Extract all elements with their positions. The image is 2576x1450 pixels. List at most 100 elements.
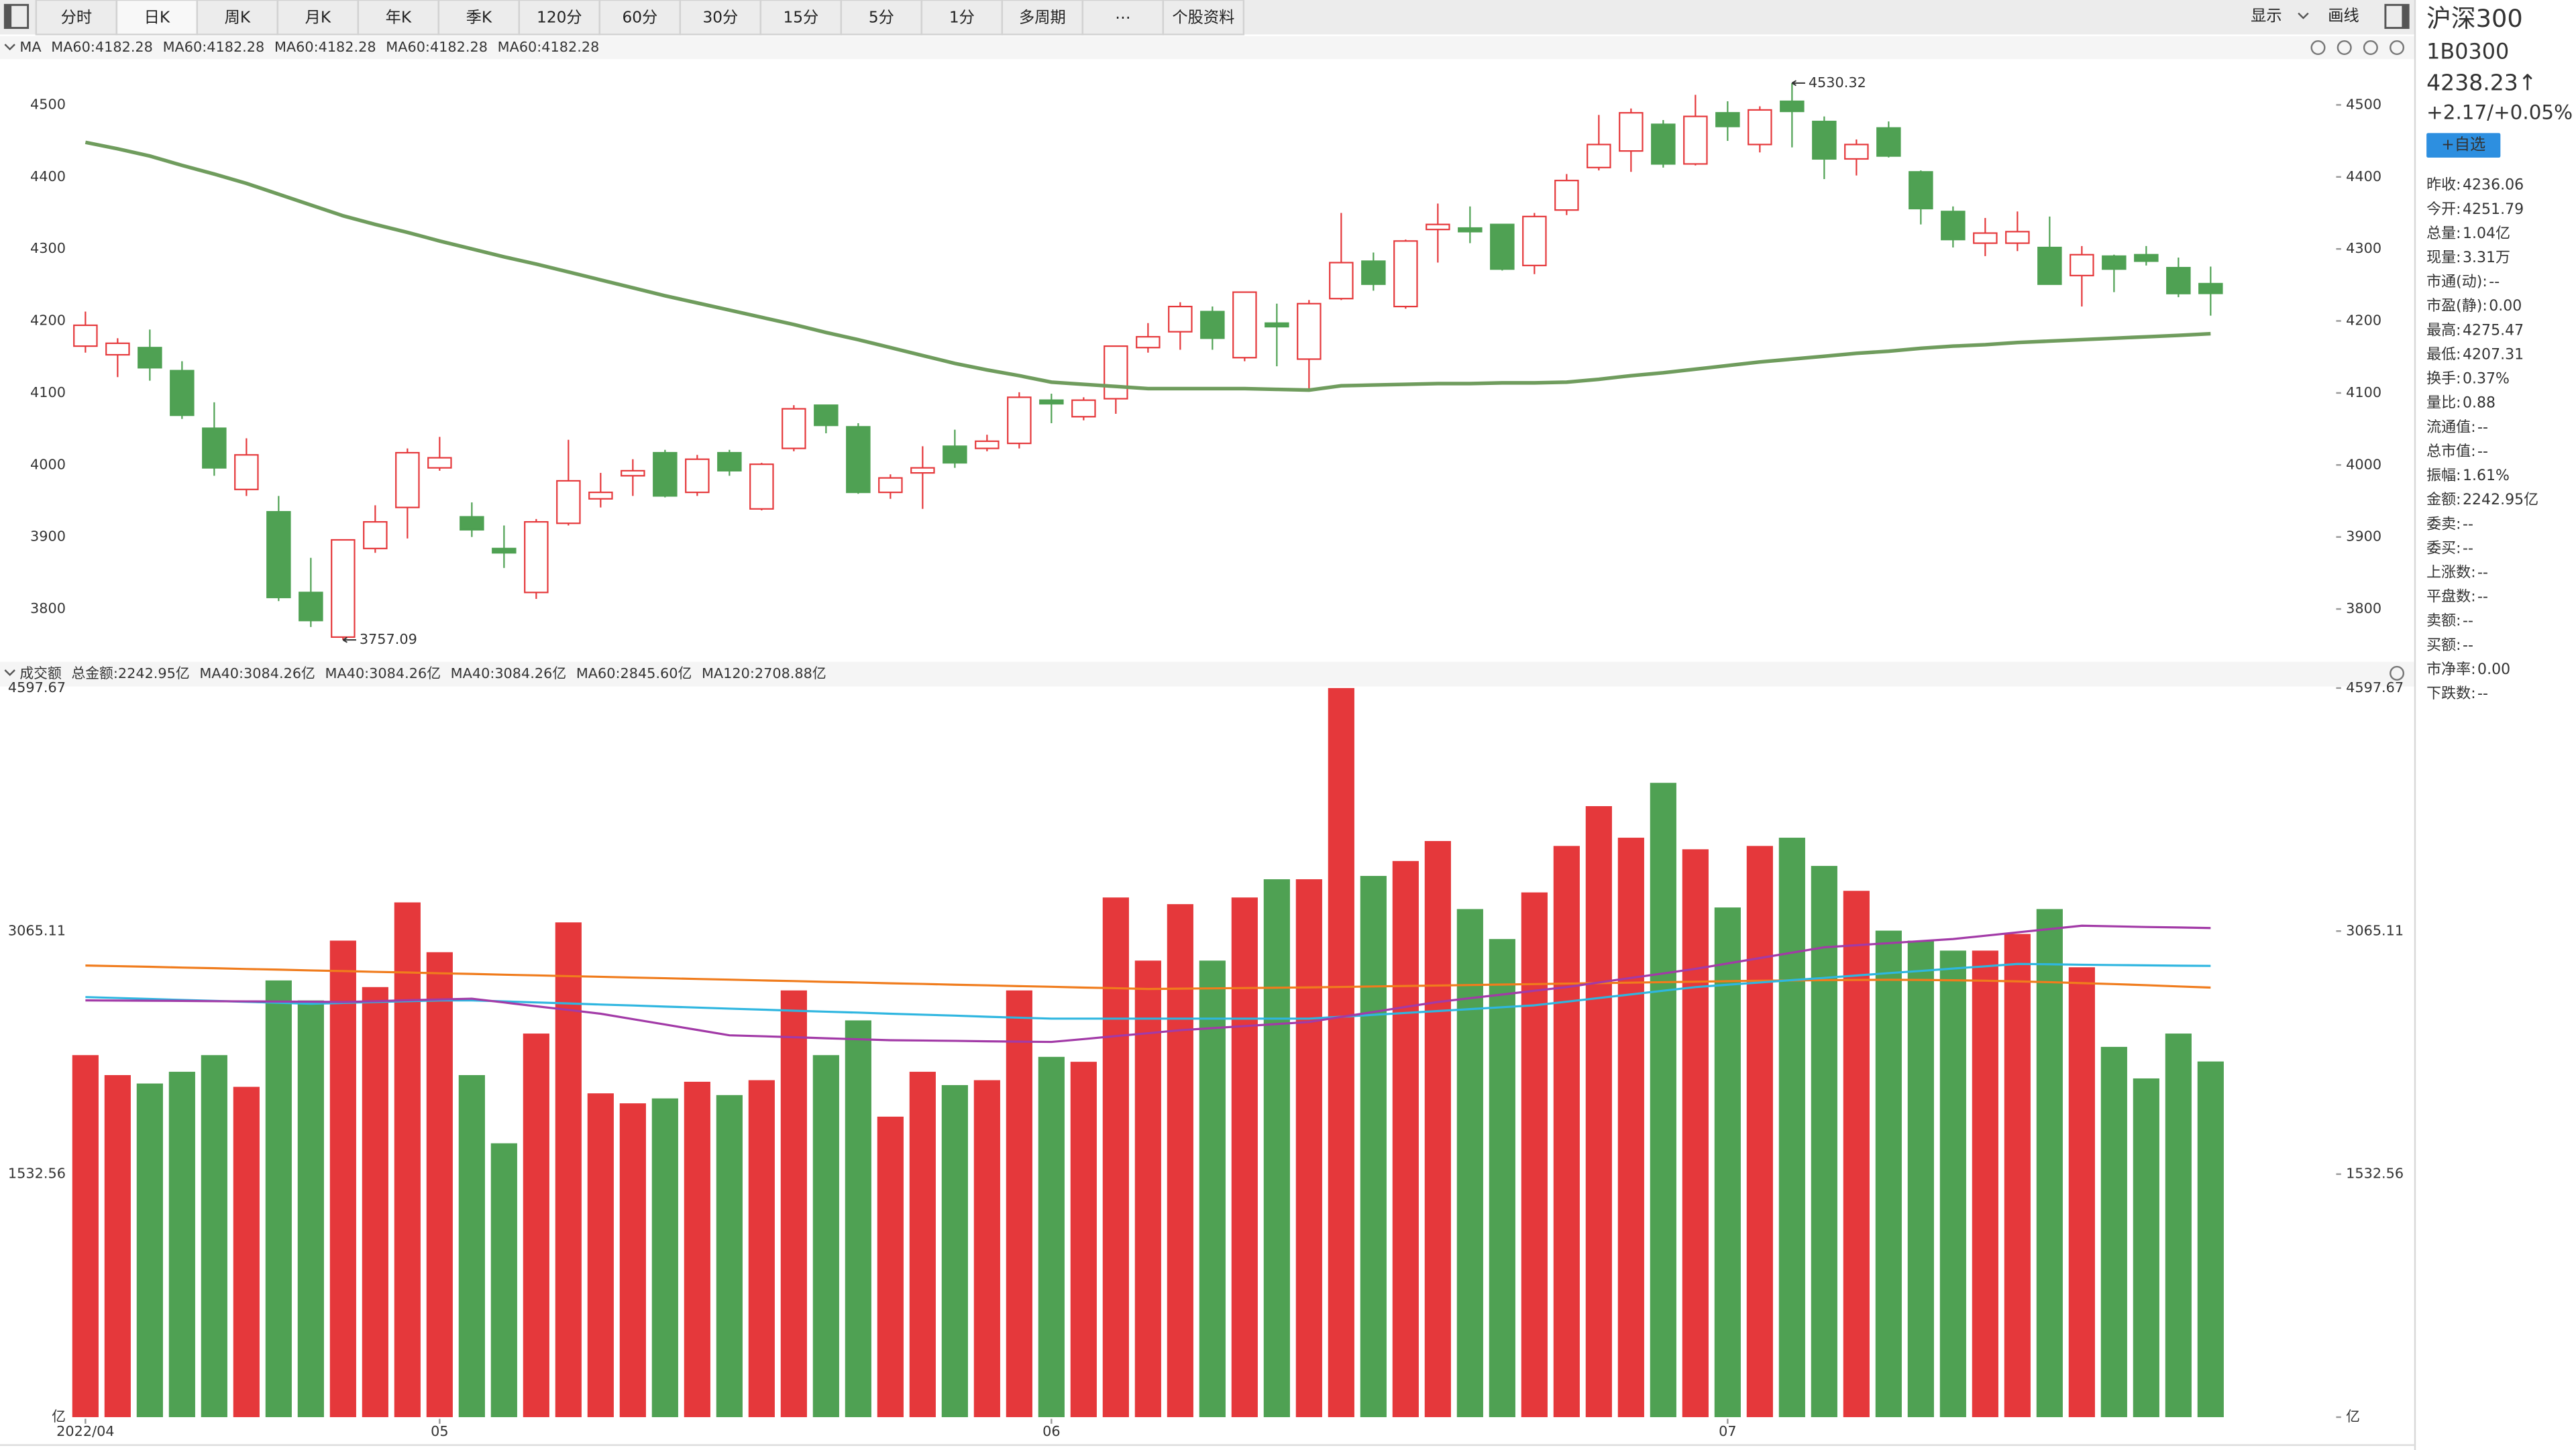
collapse-chevron[interactable] [4, 44, 15, 677]
volume-bar [136, 1083, 163, 1418]
tab-label[interactable]: 日K [144, 8, 170, 26]
tab[interactable] [196, 0, 279, 36]
x-tick-label: 06 [1042, 1423, 1060, 1439]
tab[interactable] [115, 0, 199, 36]
info-label: 委卖: [2426, 516, 2461, 533]
candle-body [1748, 109, 1772, 146]
tab-label[interactable]: 季K [466, 8, 492, 26]
legend-item: MA40:3084.26亿 [199, 665, 315, 681]
volume-bar [1939, 950, 1966, 1418]
tab-label[interactable]: 个股资料 [1172, 8, 1234, 26]
extreme-label: 3757.09 [360, 631, 417, 647]
candle-body [1168, 305, 1193, 333]
info-label: 今开: [2426, 201, 2461, 218]
candle-body [1876, 127, 1901, 157]
tab-label[interactable]: 周K [225, 8, 251, 26]
tab-label[interactable]: 分时 [61, 8, 93, 26]
y-tick-label: 3900 [30, 528, 66, 545]
y-tick-label-right: 4597.67 [2346, 679, 2404, 695]
info-label: 最低: [2426, 346, 2461, 363]
candle-body [1071, 399, 1096, 418]
candle-body [492, 547, 517, 554]
volume-bar [1070, 1062, 1097, 1418]
tab-label[interactable]: 30分 [702, 8, 738, 26]
candle-body [331, 539, 356, 638]
watchlist-button[interactable] [2426, 133, 2501, 158]
info-label: 委买: [2426, 540, 2461, 557]
candle-body [556, 480, 581, 524]
volume-bar [2133, 1078, 2159, 1418]
info-label: 卖额: [2426, 613, 2461, 630]
tab[interactable] [437, 0, 521, 36]
info-value: -- [2477, 565, 2488, 581]
toolbar-button[interactable]: 画线 [2328, 7, 2359, 25]
candle-body [363, 521, 388, 549]
stock-code: 1B0300 [2426, 38, 2509, 64]
extreme-arrow [1791, 80, 1805, 87]
info-value: 0.00 [2489, 298, 2522, 315]
tab-label[interactable]: 年K [386, 8, 412, 26]
info-label: 市盈(静): [2426, 298, 2487, 315]
tab-label[interactable]: 多周期 [1019, 8, 1066, 26]
info-value: 4251.79 [2463, 201, 2524, 218]
y-tick-label-right: 3065.11 [2346, 922, 2404, 938]
tab[interactable] [1162, 0, 1245, 36]
y-tick-label-right: 亿 [2346, 1408, 2360, 1425]
y-tick-label-right: 1532.56 [2346, 1166, 2404, 1182]
y-tick-label: 4597.67 [8, 679, 66, 695]
volume-bar [1328, 687, 1354, 1418]
tab-label[interactable]: 1分 [949, 8, 975, 26]
info-label: 昨收: [2426, 177, 2461, 194]
pane-controls[interactable] [2310, 40, 2405, 681]
candle-body [524, 521, 549, 594]
candle-body [910, 467, 935, 474]
info-label: 最高: [2426, 322, 2461, 339]
y-tick-label-right: 3800 [2346, 600, 2381, 616]
tab[interactable] [1081, 0, 1165, 36]
volume-bar [684, 1081, 710, 1418]
volume-bar [1650, 783, 1676, 1418]
stock-change: +2.17/+0.05% [2426, 101, 2573, 123]
volume-bar [1295, 879, 1322, 1418]
chevron [2298, 12, 2309, 19]
y-tick-label-right: 4200 [2346, 313, 2381, 329]
panel-icon-bar [5, 5, 12, 28]
info-value: -- [2463, 637, 2473, 654]
candle-body [1587, 144, 1611, 168]
candle-body [846, 426, 871, 494]
tab[interactable] [920, 0, 1004, 36]
volume-bar [1682, 849, 1709, 1418]
candle-body [943, 445, 967, 464]
tab-label[interactable]: 120分 [537, 8, 582, 26]
y-tick-label-right: 3900 [2346, 528, 2381, 545]
volume-bar [1778, 838, 1805, 1418]
x-tick-label: 2022/04 [56, 1423, 114, 1439]
watchlist-label[interactable]: +自选 [2441, 135, 2485, 154]
volume-bar [716, 1095, 743, 1418]
info-value: 4236.06 [2463, 177, 2524, 194]
toolbar-button[interactable]: 显示 [2251, 7, 2282, 25]
tab-label[interactable]: 60分 [622, 8, 657, 26]
tab[interactable] [518, 0, 601, 36]
candle-body [460, 516, 484, 531]
tab-label[interactable]: 15分 [783, 8, 818, 26]
y-tick-label: 4500 [30, 96, 66, 112]
candle-body [1844, 144, 1869, 160]
legend-item: MA60:4182.28 [163, 39, 265, 55]
info-label: 换手: [2426, 371, 2461, 388]
tab-label[interactable]: 5分 [869, 8, 894, 26]
candle-body [170, 370, 195, 416]
info-value: -- [2463, 540, 2473, 557]
volume-bar [458, 1075, 485, 1418]
candle-body [1104, 345, 1128, 400]
candle-body [685, 458, 710, 494]
volume-bar [1907, 940, 1934, 1418]
volume-bar [909, 1072, 936, 1418]
panel-icon-bar [2402, 5, 2409, 28]
volume-bar [973, 1080, 1000, 1418]
tab-label[interactable]: ⋯ [1115, 8, 1130, 26]
tab-label[interactable]: 月K [305, 8, 331, 26]
volume-bar [2004, 934, 2031, 1418]
candle-body [2070, 254, 2094, 276]
tab[interactable] [679, 0, 762, 36]
